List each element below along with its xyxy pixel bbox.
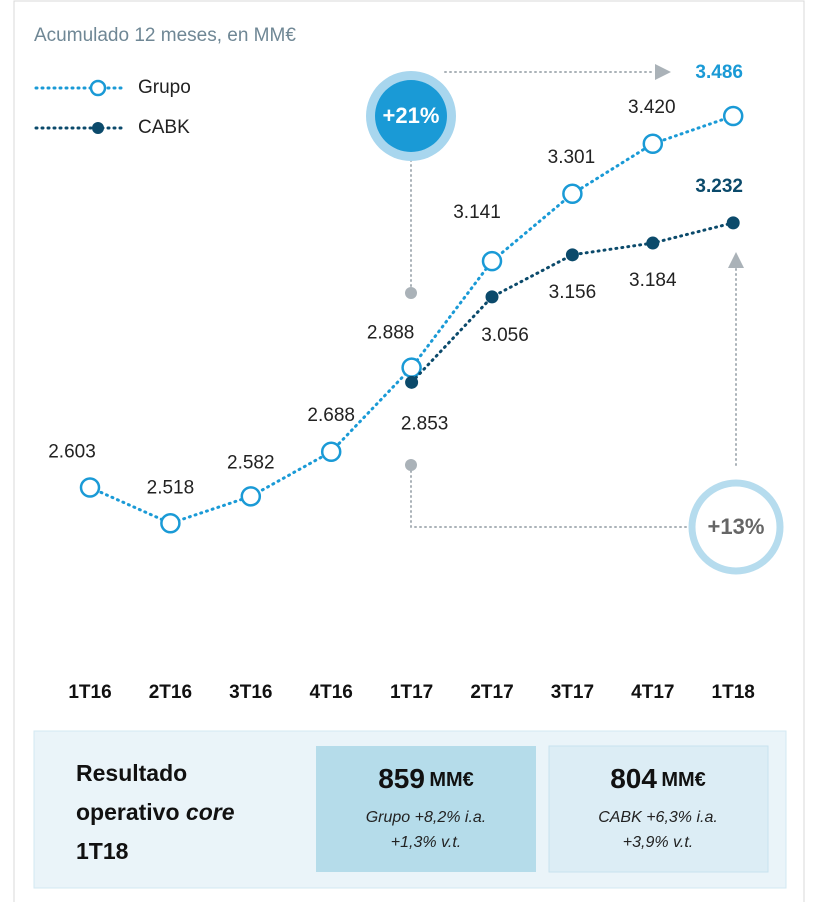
data-label: 2.603 bbox=[48, 442, 96, 463]
arrow bbox=[728, 252, 744, 268]
legend-marker bbox=[92, 122, 104, 134]
summary-unit: MM€ bbox=[661, 769, 705, 791]
legend-label: CABK bbox=[138, 117, 190, 138]
point bbox=[79, 477, 101, 498]
chart-title: Acumulado 12 meses, en MM€ bbox=[34, 25, 296, 46]
series-line bbox=[410, 221, 735, 384]
point bbox=[562, 183, 583, 205]
legend-label: Grupo bbox=[138, 77, 191, 98]
point bbox=[646, 236, 660, 250]
legend-marker bbox=[89, 79, 107, 97]
point bbox=[642, 133, 664, 154]
data-label: 3.232 bbox=[695, 176, 743, 197]
summary-unit: MM€ bbox=[429, 769, 473, 791]
arrow bbox=[655, 64, 671, 80]
data-label: 2.582 bbox=[227, 452, 275, 473]
data-label: 2.888 bbox=[367, 323, 415, 344]
summary-value: 804 bbox=[610, 763, 657, 794]
point bbox=[320, 441, 342, 462]
summary-card bbox=[316, 746, 536, 872]
point bbox=[160, 513, 181, 534]
annotation: +13% bbox=[708, 514, 765, 539]
summary-value: 804 MM€ bbox=[610, 763, 706, 794]
point bbox=[722, 105, 744, 127]
point bbox=[405, 375, 419, 389]
series-line bbox=[88, 114, 735, 525]
summary-value: 859 bbox=[378, 763, 425, 794]
x-tick-label: 1T18 bbox=[712, 682, 755, 703]
data-label: 3.301 bbox=[548, 147, 596, 168]
x-tick-label: 4T17 bbox=[631, 682, 674, 703]
summary-label: operativo core bbox=[76, 799, 235, 825]
point bbox=[485, 290, 499, 304]
point bbox=[726, 216, 740, 230]
x-tick-label: 2T16 bbox=[149, 682, 192, 703]
summary-label: Resultado bbox=[76, 760, 187, 786]
x-tick-label: 3T16 bbox=[229, 682, 272, 703]
summary-card bbox=[548, 745, 769, 873]
summary-value: 859 MM€ bbox=[378, 763, 474, 794]
summary-label: 1T18 bbox=[76, 838, 129, 864]
data-label: 3.486 bbox=[695, 62, 743, 83]
summary-text: CABK +6,3% i.a. bbox=[598, 809, 718, 826]
x-tick-label: 4T16 bbox=[310, 682, 353, 703]
data-label: 2.853 bbox=[401, 413, 449, 434]
data-label: 3.056 bbox=[481, 325, 529, 346]
data-label: 3.420 bbox=[628, 97, 676, 118]
data-label: 2.688 bbox=[307, 405, 355, 426]
data-label: 3.156 bbox=[549, 282, 597, 303]
point bbox=[481, 250, 503, 272]
x-tick-label: 3T17 bbox=[551, 682, 594, 703]
connector bbox=[410, 470, 691, 528]
point bbox=[401, 357, 422, 378]
x-tick-label: 2T17 bbox=[470, 682, 513, 703]
point bbox=[240, 486, 262, 507]
summary-text: Grupo +8,2% i.a. bbox=[366, 809, 487, 826]
summary-label: operativo bbox=[76, 799, 180, 825]
badge bbox=[688, 479, 784, 575]
point bbox=[565, 248, 579, 262]
summary-label: core bbox=[186, 799, 235, 825]
x-tick-label: 1T16 bbox=[68, 682, 111, 703]
annotation: +21% bbox=[383, 103, 440, 128]
x-tick-label: 1T17 bbox=[390, 682, 433, 703]
data-label: 2.518 bbox=[147, 477, 195, 498]
data-label: 3.184 bbox=[629, 270, 677, 291]
summary-text: +3,9% v.t. bbox=[623, 834, 693, 851]
summary-text: +1,3% v.t. bbox=[391, 834, 461, 851]
connector-dot bbox=[405, 287, 417, 299]
frame bbox=[13, 0, 805, 902]
connector-dot bbox=[405, 459, 417, 471]
badge bbox=[375, 80, 447, 152]
data-label: 3.141 bbox=[453, 202, 501, 223]
